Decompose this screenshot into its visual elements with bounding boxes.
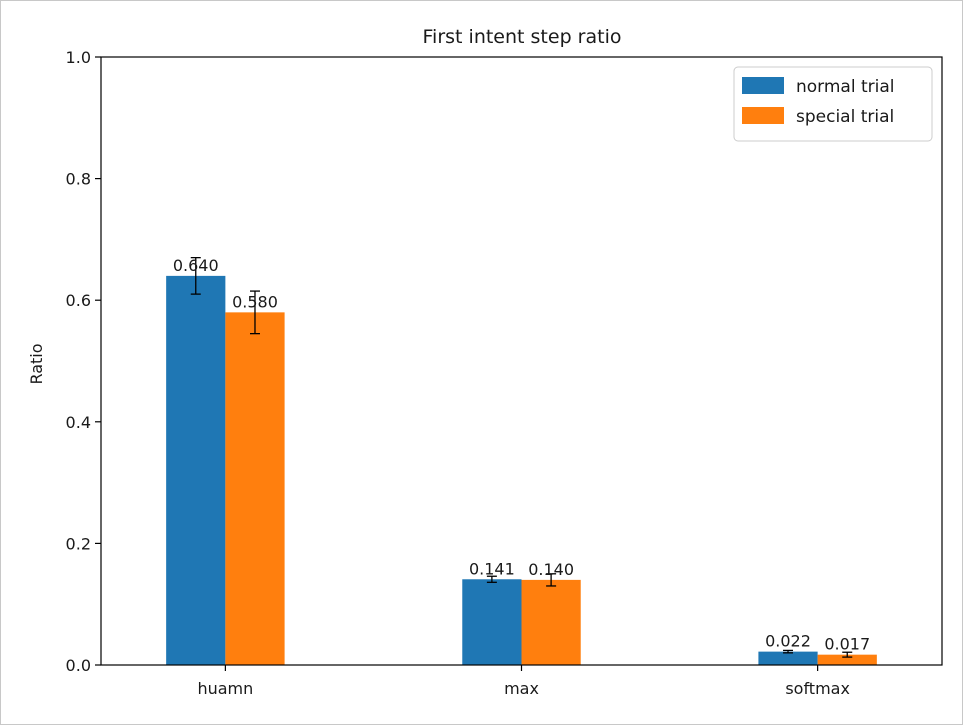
y-tick-label: 1.0 [66, 48, 91, 67]
x-tick-label: huamn [197, 679, 253, 698]
y-axis-title: Ratio [27, 343, 46, 384]
bar-value-label: 0.141 [469, 559, 515, 578]
bar-normal-trial-huamn [166, 275, 226, 665]
chart-title: First intent step ratio [423, 26, 622, 48]
bar-value-label: 0.017 [824, 635, 870, 654]
bar-value-label: 0.580 [232, 292, 278, 311]
y-tick-label: 0.6 [66, 291, 91, 310]
y-tick-label: 0.4 [66, 413, 91, 432]
y-tick-label: 0.2 [66, 534, 91, 553]
bar-special-trial-huamn [225, 312, 285, 665]
bar-value-label: 0.022 [765, 632, 811, 651]
bar-normal-trial-max [462, 579, 522, 665]
y-tick-label: 0.8 [66, 170, 91, 189]
legend: normal trial special trial [733, 66, 933, 142]
legend-swatch [742, 77, 784, 94]
bar-value-label: 0.140 [528, 560, 574, 579]
legend-entry-label: special trial [796, 107, 894, 127]
bar-normal-trial-softmax [758, 651, 818, 665]
x-tick-label: max [504, 679, 539, 698]
y-tick-label: 0.0 [66, 656, 91, 675]
bar-special-trial-softmax [817, 654, 877, 665]
bar-value-label: 0.640 [173, 256, 219, 275]
legend-entry-label: normal trial [796, 77, 895, 97]
x-tick-label: softmax [785, 679, 850, 698]
legend-swatch [742, 107, 784, 124]
bar-special-trial-max [521, 579, 581, 665]
plot-area: 0.640 0.141 0.022 0.580 0.140 0.017 0.0 0.2 0.4 0… [66, 48, 943, 698]
